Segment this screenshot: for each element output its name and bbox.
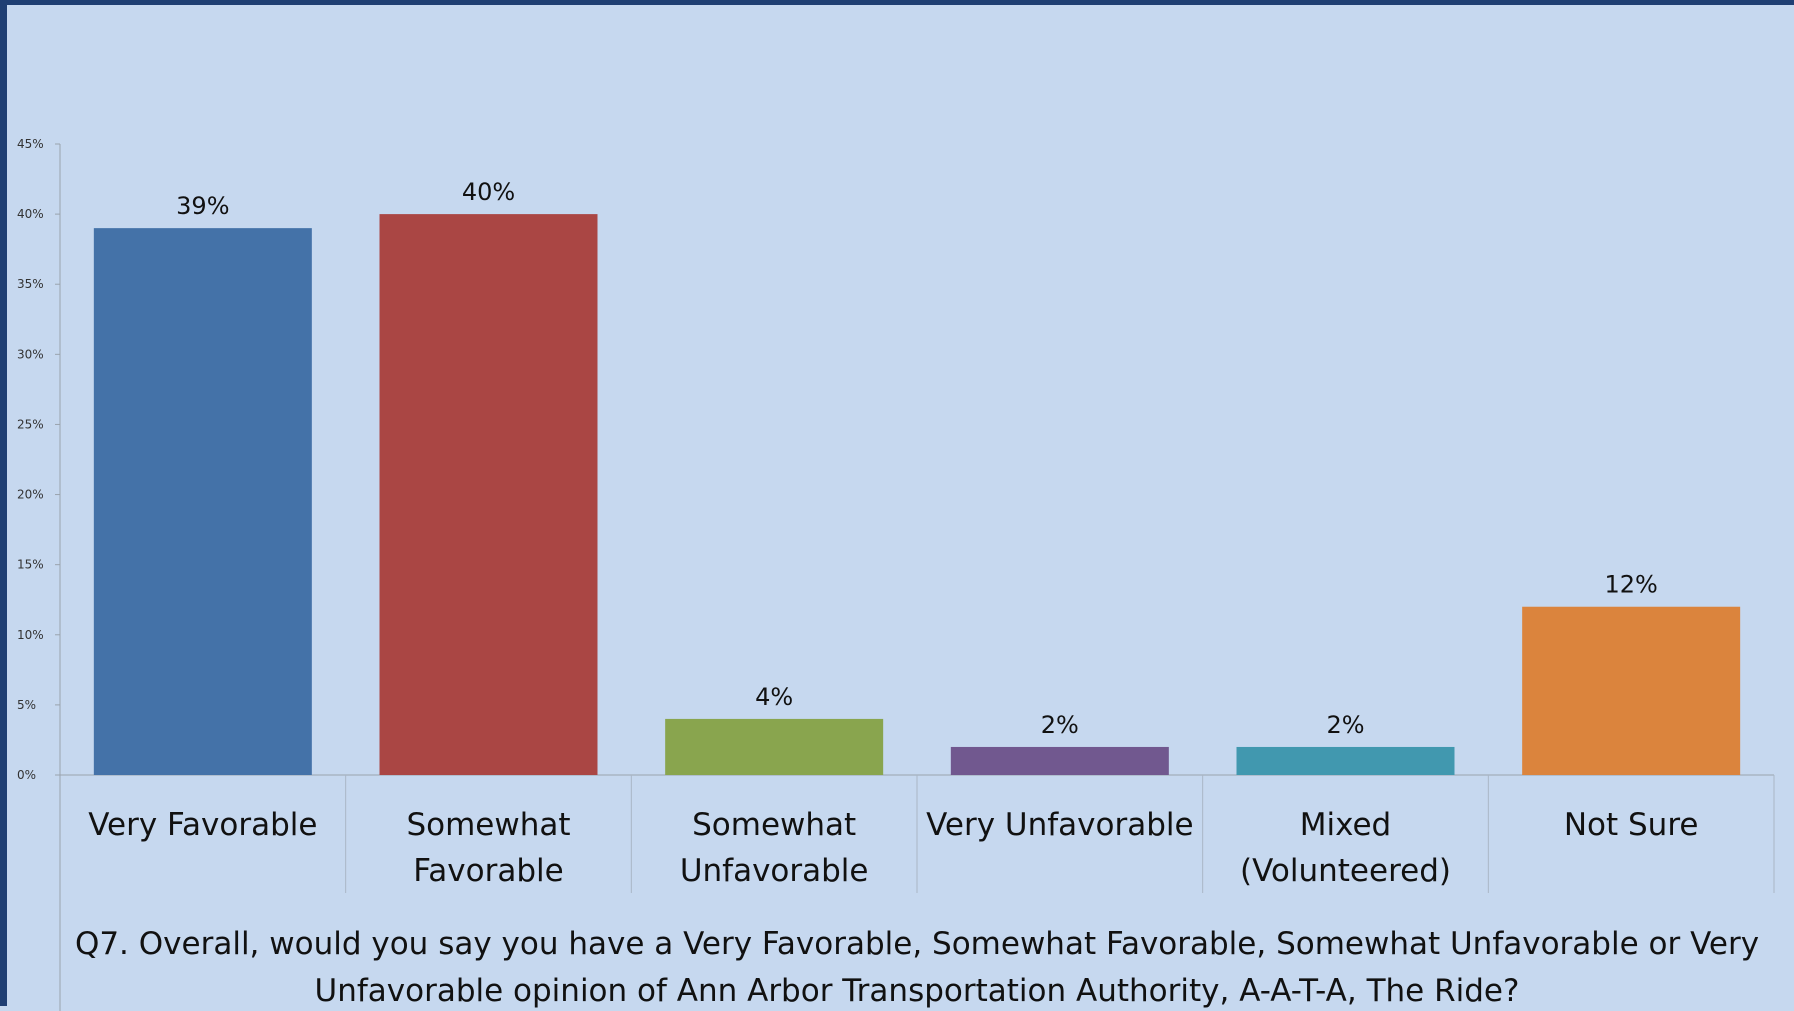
- y-tick-label: 15%: [17, 558, 44, 572]
- category-label-line: (Volunteered): [1240, 853, 1451, 889]
- data-label: 4%: [755, 683, 793, 711]
- caption-line: Unfavorable opinion of Ann Arbor Transpo…: [315, 973, 1520, 1009]
- category-label-line: Very Favorable: [88, 807, 317, 843]
- bar: [1236, 746, 1455, 775]
- category-label-line: Unfavorable: [680, 853, 869, 889]
- data-label: 40%: [462, 178, 515, 206]
- y-tick-label: 5%: [17, 698, 36, 712]
- data-labels: 39% 40% 4% 2% 2% 12%: [176, 178, 1658, 739]
- category-label-line: Somewhat: [406, 807, 570, 843]
- y-tick-label: 35%: [17, 277, 44, 291]
- category-label: Not Sure: [1564, 807, 1699, 843]
- bar: [665, 718, 884, 775]
- y-tick-label: 0%: [17, 768, 36, 782]
- y-tick-label: 45%: [17, 137, 44, 151]
- data-label: 12%: [1604, 571, 1657, 599]
- category-label: Mixed (Volunteered): [1240, 807, 1451, 889]
- bars: [93, 214, 1741, 776]
- y-tick-label: 30%: [17, 347, 44, 361]
- data-label: 39%: [176, 192, 229, 220]
- category-labels: Very Favorable Somewhat Favorable Somewhat U…: [88, 807, 1698, 889]
- category-label: Somewhat Unfavorable: [680, 807, 869, 889]
- data-label: 2%: [1041, 711, 1079, 739]
- question-caption: Q7. Overall, would you say you have a Ve…: [75, 926, 1759, 1009]
- category-label: Very Favorable: [88, 807, 317, 843]
- category-label-line: Mixed: [1300, 807, 1392, 843]
- category-label-line: Not Sure: [1564, 807, 1699, 843]
- bar: [379, 214, 598, 776]
- category-label: Very Unfavorable: [926, 807, 1193, 843]
- bar: [1522, 606, 1741, 775]
- bar: [93, 228, 312, 776]
- y-tick-label: 20%: [17, 488, 44, 502]
- y-tick-label: 10%: [17, 628, 44, 642]
- category-label-line: Favorable: [413, 853, 563, 889]
- category-label-line: Somewhat: [692, 807, 856, 843]
- category-label: Somewhat Favorable: [406, 807, 570, 889]
- y-tick-label: 25%: [17, 417, 44, 431]
- category-label-line: Very Unfavorable: [926, 807, 1193, 843]
- data-label: 2%: [1326, 711, 1364, 739]
- bar: [950, 746, 1169, 775]
- bar-chart: 0% 5% 10% 15% 20% 25% 30% 35% 40% 45% 39% 40% 4% 2% 2…: [17, 137, 1775, 1011]
- y-tick-label: 40%: [17, 207, 44, 221]
- caption-line: Q7. Overall, would you say you have a Ve…: [75, 926, 1759, 962]
- axes: 0% 5% 10% 15% 20% 25% 30% 35% 40% 45%: [17, 137, 1775, 1011]
